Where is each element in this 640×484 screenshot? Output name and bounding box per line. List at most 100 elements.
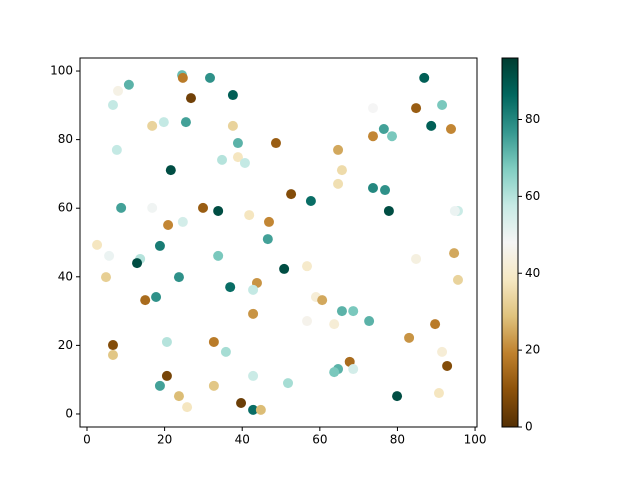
point	[279, 263, 290, 274]
point	[213, 250, 224, 261]
point	[147, 120, 158, 131]
point	[158, 117, 169, 128]
point	[225, 282, 236, 293]
point	[244, 210, 255, 221]
point	[263, 216, 274, 227]
point	[449, 205, 460, 216]
point	[123, 79, 134, 90]
point	[348, 306, 359, 317]
point	[217, 154, 228, 165]
point	[419, 72, 430, 83]
point	[367, 131, 378, 142]
point	[270, 138, 281, 149]
x-tick-label: 20	[157, 433, 172, 447]
x-tick-label: 40	[235, 433, 250, 447]
point	[154, 380, 165, 391]
point	[367, 182, 378, 193]
y-tick-label: 20	[58, 338, 73, 352]
point	[232, 138, 243, 149]
y-tick-label: 80	[58, 132, 73, 146]
point	[248, 404, 259, 415]
point	[383, 205, 394, 216]
colorbar-tick-label: 0	[525, 420, 533, 434]
point	[329, 367, 340, 378]
point	[236, 397, 247, 408]
x-tick-label: 80	[390, 433, 405, 447]
point	[445, 123, 456, 134]
point	[333, 144, 344, 155]
y-tick-label: 0	[65, 406, 73, 420]
point	[262, 234, 273, 245]
point	[452, 274, 463, 285]
point	[449, 248, 460, 259]
point	[220, 346, 231, 357]
point	[92, 239, 103, 250]
point	[173, 272, 184, 283]
point	[248, 284, 259, 295]
point	[173, 391, 184, 402]
point	[208, 336, 219, 347]
point	[182, 402, 193, 413]
point	[104, 250, 115, 261]
point	[180, 117, 191, 128]
point	[302, 261, 313, 272]
point	[198, 202, 209, 213]
x-tick-label: 60	[312, 433, 327, 447]
point	[177, 216, 188, 227]
point	[232, 152, 243, 163]
point	[213, 205, 224, 216]
point	[227, 90, 238, 101]
colorbar-tick-label: 20	[525, 343, 540, 357]
point	[255, 404, 266, 415]
point	[364, 316, 375, 327]
point	[411, 253, 422, 264]
point	[147, 202, 158, 213]
point	[333, 178, 344, 189]
point	[107, 99, 118, 110]
point	[113, 85, 124, 96]
point	[208, 380, 219, 391]
colorbar-tick-label: 80	[525, 112, 540, 126]
y-tick-label: 60	[58, 201, 73, 215]
point	[437, 99, 448, 110]
x-tick-label: 0	[83, 433, 91, 447]
point	[205, 72, 216, 83]
point	[336, 306, 347, 317]
point	[177, 72, 188, 83]
point	[437, 346, 448, 357]
y-tick-label: 100	[50, 64, 73, 78]
point	[442, 360, 453, 371]
point	[185, 93, 196, 104]
point	[161, 370, 172, 381]
point	[161, 336, 172, 347]
point	[426, 120, 437, 131]
point	[140, 295, 151, 306]
point	[302, 316, 313, 327]
point	[107, 340, 118, 351]
x-tick-label: 100	[464, 433, 487, 447]
point	[336, 165, 347, 176]
point	[380, 185, 391, 196]
point	[348, 364, 359, 375]
y-tick-label: 40	[58, 269, 73, 283]
point	[286, 189, 297, 200]
point	[433, 388, 444, 399]
point	[317, 295, 328, 306]
point	[227, 120, 238, 131]
point	[367, 103, 378, 114]
point	[378, 123, 389, 134]
plot-frame	[79, 57, 478, 428]
point	[107, 349, 118, 360]
point	[163, 220, 174, 231]
point	[116, 202, 127, 213]
point	[404, 332, 415, 343]
point	[411, 103, 422, 114]
point	[248, 370, 259, 381]
point	[248, 308, 259, 319]
colorbar	[501, 57, 519, 428]
point	[165, 165, 176, 176]
point	[101, 272, 112, 283]
point	[305, 196, 316, 207]
point	[329, 319, 340, 330]
colorbar-tick-label: 40	[525, 266, 540, 280]
